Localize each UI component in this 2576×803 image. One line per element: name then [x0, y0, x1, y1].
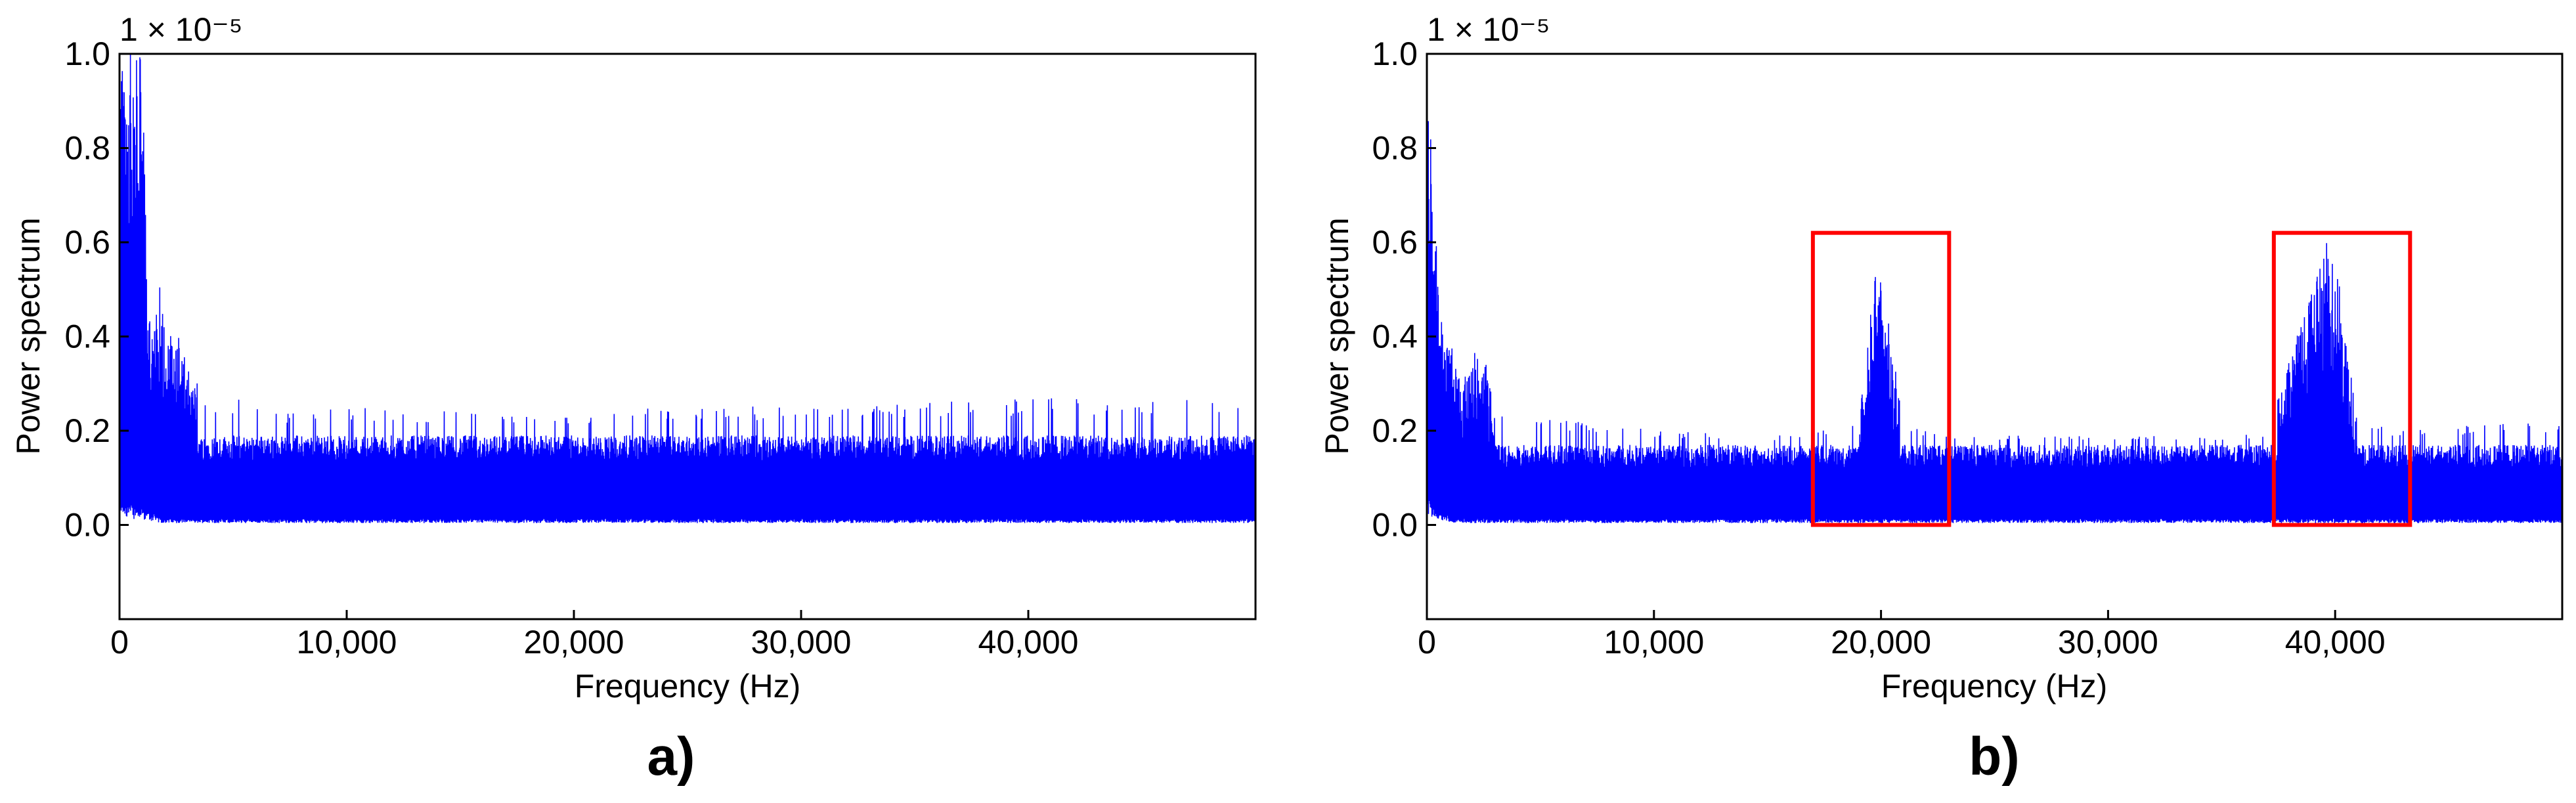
y-axis-ticks: 0.0 0.2 0.4 0.6 0.8 1.0	[1372, 35, 1436, 544]
y-tick-label: 0.4	[1372, 318, 1418, 355]
series-line-0	[120, 54, 1255, 523]
x-tick-label: 10,000	[297, 624, 397, 661]
panel-label: a)	[647, 727, 695, 787]
y-tick-label: 0.2	[1372, 412, 1418, 449]
x-tick-label: 30,000	[751, 624, 852, 661]
y-tick-label: 0.8	[1372, 130, 1418, 167]
y-scale-label: 1 × 10⁻⁵	[1427, 11, 1550, 48]
y-tick-label: 1.0	[1372, 35, 1418, 72]
spectrum-series	[1427, 121, 2562, 523]
x-tick-label: 0	[110, 624, 129, 661]
series-line-0	[1427, 121, 2562, 523]
panel-label: b)	[1969, 727, 2019, 787]
y-tick-label: 0.8	[64, 130, 110, 167]
plot-frame	[118, 53, 1257, 620]
y-tick-label: 0.0	[1372, 507, 1418, 544]
spectrum-series	[120, 54, 1255, 523]
panel-b: 0 10,000 20,000 30,000 40,000 0.00.20.40.60.…	[1319, 11, 2564, 787]
x-axis-ticks: 0 10,000 20,000 30,000 40,000	[1418, 610, 2386, 661]
y-scale-label: 1 × 10⁻⁵	[120, 11, 243, 48]
highlight-box-1	[2271, 230, 2412, 527]
y-axis-label: Power spectrum	[1319, 217, 1355, 454]
x-tick-label: 20,000	[1831, 624, 1931, 661]
y-axis-label: Power spectrum	[10, 217, 47, 454]
y-tick-label: 0.4	[64, 318, 110, 355]
x-tick-label: 30,000	[2058, 624, 2158, 661]
x-axis-label: Frequency (Hz)	[1881, 668, 2108, 705]
y-tick-label: 0.0	[64, 507, 110, 544]
x-tick-label: 40,000	[978, 624, 1079, 661]
y-tick-label: 1.0	[64, 35, 110, 72]
x-axis-label: Frequency (Hz)	[575, 668, 801, 705]
y-axis-ticks: 0.0 0.2 0.4 0.6 0.8 1.0	[64, 35, 129, 544]
annotation-layer	[1810, 230, 2412, 527]
x-tick-label: 40,000	[2285, 624, 2386, 661]
x-tick-label: 0	[1418, 624, 1436, 661]
x-tick-label: 10,000	[1604, 624, 1704, 661]
y-tick-label: 0.2	[64, 412, 110, 449]
y-tick-label: 0.6	[64, 224, 110, 261]
plot-frame	[1426, 53, 2564, 620]
x-tick-label: 20,000	[524, 624, 624, 661]
highlight-box-0	[1810, 230, 1952, 527]
panel-a: 0 10,000 20,000 30,000 40,000 0.00.20.40.60.…	[10, 11, 1257, 787]
y-tick-label: 0.6	[1372, 224, 1418, 261]
x-axis-ticks: 0 10,000 20,000 30,000 40,000	[110, 610, 1078, 661]
